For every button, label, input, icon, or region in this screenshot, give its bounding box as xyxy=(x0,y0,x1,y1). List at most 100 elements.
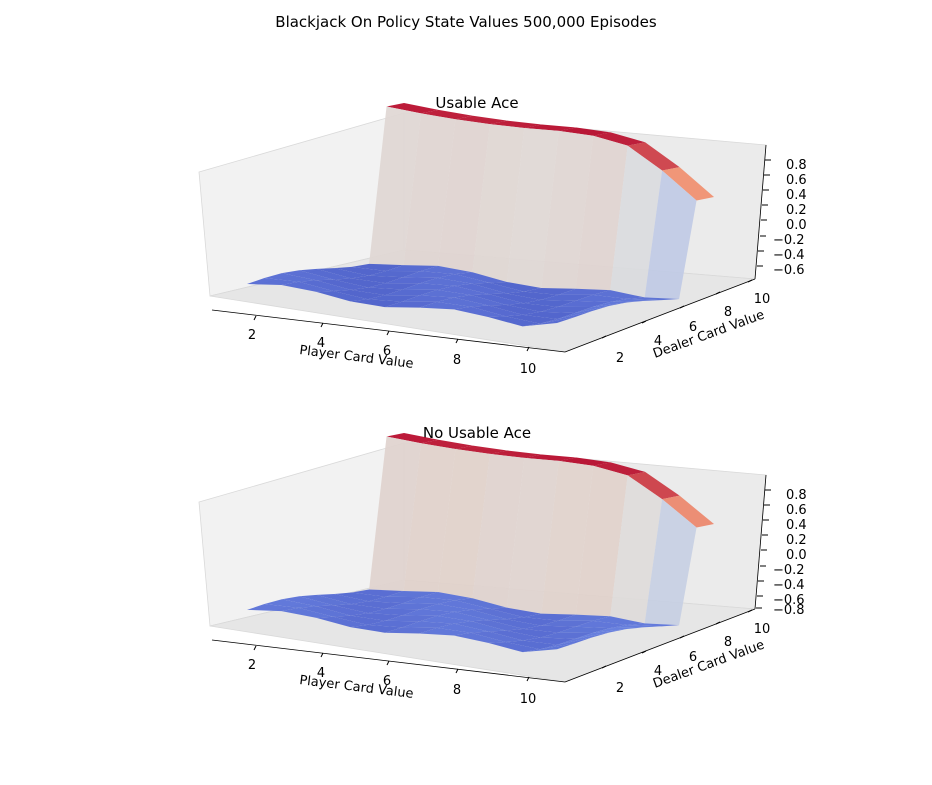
subplot-usable-ace: Usable Ace 2 4 6 8 10 Player Card Value xyxy=(198,94,807,377)
surface-patch xyxy=(610,475,663,624)
x-ticks: 2 4 6 8 10 xyxy=(248,645,537,707)
surface-patch xyxy=(627,142,680,171)
z-axis-line xyxy=(754,474,767,610)
surface xyxy=(247,103,714,327)
surface-patch xyxy=(557,300,610,307)
surface-patch xyxy=(644,170,697,300)
surface-patch xyxy=(454,295,506,306)
surface-patch xyxy=(540,637,592,650)
surface-patch xyxy=(541,460,594,615)
z-tick-label: 0.8 xyxy=(786,488,807,503)
surface-patch xyxy=(489,281,542,292)
surface-patch xyxy=(350,613,403,621)
y-tick-label: 6 xyxy=(689,320,697,335)
y-tick-label: 8 xyxy=(724,305,732,320)
surface-patch xyxy=(557,626,610,633)
y-axis-line xyxy=(564,608,756,683)
surface-patch xyxy=(592,290,645,299)
surface-patch xyxy=(472,124,525,282)
surface-patch xyxy=(438,119,490,273)
surface-patch xyxy=(367,295,420,302)
surface-patch xyxy=(506,128,559,289)
surface-patch xyxy=(505,640,558,650)
z-tick-label: 0.4 xyxy=(786,188,807,203)
surface-patch xyxy=(506,303,558,312)
surface-patch xyxy=(575,294,628,303)
surface-patch xyxy=(523,311,575,319)
y-tick-label: 8 xyxy=(724,635,732,650)
surface-patch xyxy=(420,265,473,275)
surface-patch xyxy=(281,607,334,618)
surface-patch xyxy=(299,594,352,606)
surface-patch xyxy=(558,457,611,466)
surface-patch xyxy=(385,615,438,622)
z-tick-label: −0.2 xyxy=(773,563,805,578)
surface-patch xyxy=(315,290,368,302)
surface-patch xyxy=(472,608,524,620)
surface-patch xyxy=(610,145,663,298)
surface-patch xyxy=(351,589,404,597)
surface-patch xyxy=(575,135,628,291)
subplot-title: No Usable Ace xyxy=(423,424,531,442)
surface-patch xyxy=(644,499,697,626)
surface-patch xyxy=(437,274,490,284)
y-tick-label: 6 xyxy=(689,650,697,665)
z-axis-line xyxy=(754,144,767,280)
surface-patch xyxy=(420,277,472,286)
surface-patch xyxy=(385,277,438,284)
surface-patch xyxy=(281,270,334,281)
surface-patch xyxy=(506,628,558,638)
surface-patch xyxy=(506,617,559,626)
surface-patch xyxy=(471,620,524,631)
surface-patch xyxy=(662,495,714,528)
surface-patch xyxy=(489,619,541,629)
z-tick-label: 0.4 xyxy=(786,518,807,533)
surface-patch xyxy=(368,596,421,604)
subplot-title: Usable Ace xyxy=(435,94,518,112)
y-tick-label: 2 xyxy=(616,351,624,366)
z-ticks: 0.8 0.6 0.4 0.2 0.0 −0.2 −0.4 −0.6 −0.8 xyxy=(756,488,807,618)
surface-patch xyxy=(540,632,593,639)
x-axis-label: Player Card Value xyxy=(299,343,415,372)
surface-patch xyxy=(575,465,628,617)
surface-patch xyxy=(557,305,610,319)
y-axis-label: Dealer Card Value xyxy=(651,638,766,692)
z-tick-label: 0.6 xyxy=(786,503,807,518)
surface-patch xyxy=(524,454,577,461)
surface-patch xyxy=(488,304,541,315)
y-tick-label: 4 xyxy=(654,664,662,679)
surface-patch xyxy=(316,279,369,290)
x-tick-label: 4 xyxy=(317,336,325,351)
z-tick-label: −0.4 xyxy=(773,248,805,263)
surface-patch xyxy=(384,627,437,634)
surface-patch xyxy=(419,627,472,636)
surface-patch xyxy=(402,609,455,616)
surface-patch xyxy=(523,613,576,621)
z-tick-label: 0.6 xyxy=(786,173,807,188)
surface-patch xyxy=(420,592,473,601)
surface-patch xyxy=(403,271,455,278)
z-tick-label: 0.0 xyxy=(786,548,807,563)
surface-patch xyxy=(523,288,576,295)
y-axis-label: Dealer Card Value xyxy=(651,308,766,362)
x-tick-label: 6 xyxy=(383,674,391,689)
surface-patch xyxy=(523,625,576,633)
x-tick-label: 10 xyxy=(520,692,537,707)
x-tick-label: 4 xyxy=(317,666,325,681)
surface-patch xyxy=(489,120,542,128)
surface-patch xyxy=(350,624,403,633)
surface-patch xyxy=(592,616,645,625)
surface-patch xyxy=(386,433,439,444)
surface-patch xyxy=(437,285,489,296)
surface-patch xyxy=(368,283,421,290)
surface-patch xyxy=(524,124,577,131)
surface-patch xyxy=(540,620,593,627)
surface-patch xyxy=(453,632,506,643)
surface-patch xyxy=(334,592,387,602)
z-tick-label: 0.0 xyxy=(786,218,807,233)
surface-patch xyxy=(419,301,472,310)
y-tick-label: 10 xyxy=(754,292,771,307)
surface-patch xyxy=(316,593,369,605)
surface-patch xyxy=(438,449,490,599)
surface-patch xyxy=(402,295,455,302)
